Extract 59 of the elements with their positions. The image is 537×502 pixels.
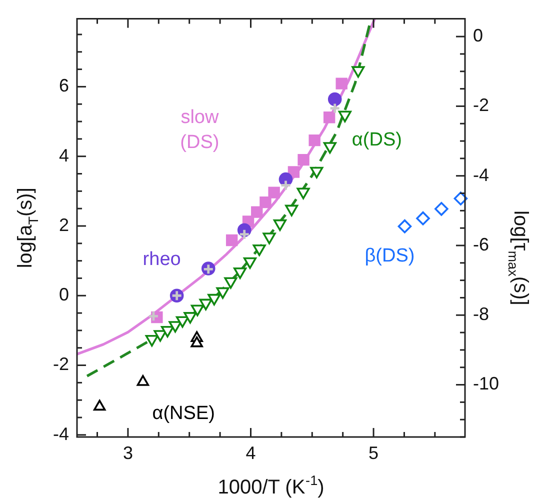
point xyxy=(336,78,348,90)
point xyxy=(288,166,300,178)
point xyxy=(328,92,342,106)
series-label: rheo xyxy=(142,248,181,270)
x-tick-label: 3 xyxy=(122,442,133,463)
y-axis-title: log[aT(s)] xyxy=(14,188,41,268)
series-label: α(NSE) xyxy=(152,402,215,424)
point xyxy=(238,228,250,240)
point xyxy=(262,232,276,244)
point xyxy=(184,312,197,324)
series-label: β(DS) xyxy=(364,246,415,267)
x-tick-label: 5 xyxy=(368,442,379,463)
y-tick-label: -4 xyxy=(52,424,69,444)
point xyxy=(190,304,204,316)
point xyxy=(243,257,257,269)
y-tick-label: 0 xyxy=(58,284,69,305)
point xyxy=(296,188,310,200)
x-tick-label: 4 xyxy=(246,442,256,463)
point xyxy=(260,196,272,208)
y2-tick-label: -10 xyxy=(473,374,500,394)
point xyxy=(280,180,292,191)
point xyxy=(323,111,336,124)
point xyxy=(268,186,280,198)
y-tick-label: 2 xyxy=(58,214,69,235)
point xyxy=(234,267,247,279)
point xyxy=(154,330,167,342)
point xyxy=(398,219,412,234)
point xyxy=(160,326,174,338)
text: slow (DS) xyxy=(180,107,220,154)
y2-axis-title: log[τmax(s)] xyxy=(505,210,532,306)
point xyxy=(226,234,238,246)
point xyxy=(285,204,298,216)
point xyxy=(329,102,341,114)
point xyxy=(434,202,448,216)
y2-tick-label: -8 xyxy=(473,304,490,324)
point xyxy=(199,298,212,310)
point xyxy=(273,219,286,231)
point xyxy=(148,310,160,322)
series-label: α(DS) xyxy=(352,129,402,150)
y-tick-label: -2 xyxy=(52,354,69,374)
point xyxy=(168,321,182,333)
point xyxy=(310,166,324,178)
y2-tick-label: 0 xyxy=(473,26,484,46)
y2-tick-label: -4 xyxy=(473,164,490,185)
y2-tick-label: -6 xyxy=(473,234,490,254)
point xyxy=(416,211,430,226)
point xyxy=(208,294,221,306)
point xyxy=(251,206,263,218)
point xyxy=(145,335,158,347)
point xyxy=(252,244,266,256)
point xyxy=(298,154,310,166)
point xyxy=(224,277,238,289)
point xyxy=(176,316,189,328)
point xyxy=(308,134,320,146)
y2-tick-label: -2 xyxy=(473,95,490,116)
point xyxy=(216,287,230,299)
point xyxy=(454,192,468,206)
y-tick-label: 4 xyxy=(58,145,69,166)
y-tick-label: 6 xyxy=(58,76,69,96)
